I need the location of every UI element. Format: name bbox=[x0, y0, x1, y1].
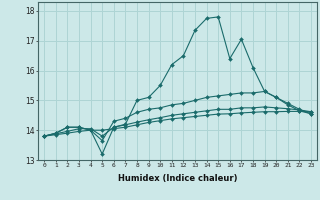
X-axis label: Humidex (Indice chaleur): Humidex (Indice chaleur) bbox=[118, 174, 237, 183]
